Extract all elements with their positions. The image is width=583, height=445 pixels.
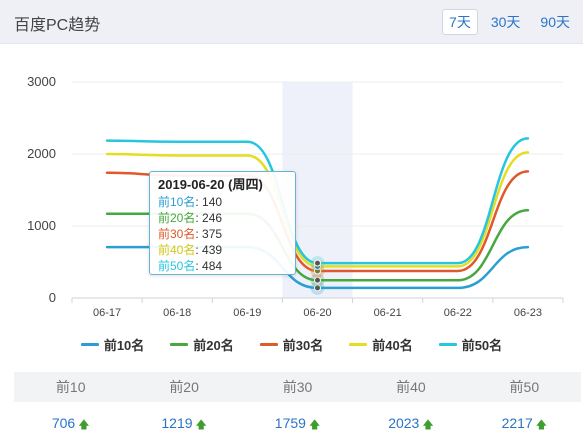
summary-header-row: 前10 前20 前30 前40 前50 [14,372,581,402]
summary-table: 前10 前20 前30 前40 前50 706 🡅 1219 🡅 1759 🡅 202… [14,372,581,445]
summary-header-top20: 前20 [169,379,199,395]
tooltip-series-name: 前30名 [158,227,196,241]
legend-swatch [438,342,457,346]
panel-title: 百度PC趋势 [14,17,101,34]
range-tab-30d[interactable]: 30天 [490,14,521,30]
legend-item-top30[interactable]: 前30名 [259,334,324,354]
x-tick-label: 06-22 [444,307,472,319]
range-tab-7d[interactable]: 7天 [442,9,478,35]
summary-cell-top50: 2217 🡅 [468,402,581,445]
summary-header-top30: 前30 [282,379,313,395]
x-tick-label: 06-17 [93,307,121,319]
y-tick-label: 1000 [27,218,56,233]
hover-marker [314,259,321,267]
summary-header-top10: 前10 [55,379,86,395]
legend-label: 前20名 [193,337,234,353]
chart-tooltip: 2019-06-20 (周四) 前10名: 140 前20名: 246 前30名… [149,171,296,275]
tooltip-row-top10: 前10名: 140 [158,195,223,209]
legend-label: 前10名 [103,337,145,353]
legend-label: 前30名 [282,337,324,353]
x-tick-label: 06-21 [374,307,402,319]
tooltip-row-top40: 前40名: 439 [158,243,223,257]
summary-value[interactable]: 1759 [274,415,306,431]
tooltip-series-value: 439 [202,243,223,257]
hover-marker [314,284,321,292]
summary-cell-top20: 1219 🡅 [127,402,240,445]
up-arrow-icon: 🡅 [422,419,434,431]
x-tick-label: 06-19 [233,307,261,319]
y-tick-label: 2000 [27,146,56,161]
x-tick-label: 06-18 [163,307,191,319]
tooltip-series-value: 246 [202,211,223,225]
summary-value[interactable]: 2217 [501,415,533,431]
x-tick-label: 06-20 [303,307,331,319]
legend-swatch [259,342,278,346]
legend-item-top50[interactable]: 前50名 [438,334,503,354]
summary-header-top50: 前50 [509,379,540,395]
legend-label: 前40名 [372,337,413,353]
hover-marker [314,276,321,284]
summary-cell-top10: 706 🡅 [14,402,127,445]
legend-item-top20[interactable]: 前20名 [170,334,234,354]
summary-cell-top40: 2023 🡅 [354,402,467,445]
tooltip-row-top20: 前20名: 246 [158,211,223,225]
panel-header: 百度PC趋势 7天 30天 90天 [0,0,583,44]
legend-swatch [349,342,368,346]
tooltip-series-name: 前50名 [158,259,196,273]
summary-value-row: 706 🡅 1219 🡅 1759 🡅 2023 🡅 2217 🡅 [14,402,581,445]
tooltip-row-top50: 前50名: 484 [158,259,223,273]
x-tick-label: 06-23 [514,307,542,319]
legend-swatch [170,342,189,346]
summary-value[interactable]: 2023 [388,415,420,431]
legend-label: 前50名 [461,337,503,353]
summary-header-top40: 前40 [396,379,426,395]
chart-legend: 前10名 前20名 前30名 前40名 前50名 [0,334,583,354]
up-arrow-icon: 🡅 [195,419,207,431]
summary-value[interactable]: 706 [51,415,76,431]
tooltip-series-value: 484 [202,259,223,273]
legend-swatch [80,342,99,346]
y-tick-label: 3000 [27,74,56,89]
legend-item-top40[interactable]: 前40名 [349,334,413,354]
range-tabs: 7天 30天 90天 [442,9,577,35]
up-arrow-icon: 🡅 [78,419,90,431]
up-arrow-icon: 🡅 [535,419,548,431]
tooltip-row-top30: 前30名: 375 [158,227,223,241]
tooltip-title: 2019-06-20 (周四) [158,177,263,192]
summary-value[interactable]: 1219 [161,415,193,431]
range-tab-90d[interactable]: 90天 [540,14,570,30]
summary-cell-top30: 1759 🡅 [241,402,354,445]
up-arrow-icon: 🡅 [308,419,321,431]
tooltip-series-name: 前10名 [158,195,196,209]
tooltip-series-name: 前20名 [158,211,196,225]
y-tick-label: 0 [49,290,56,305]
legend-item-top10[interactable]: 前10名 [80,334,145,354]
tooltip-series-value: 375 [202,227,223,241]
tooltip-series-value: 140 [202,195,223,209]
tooltip-series-name: 前40名 [158,243,196,257]
